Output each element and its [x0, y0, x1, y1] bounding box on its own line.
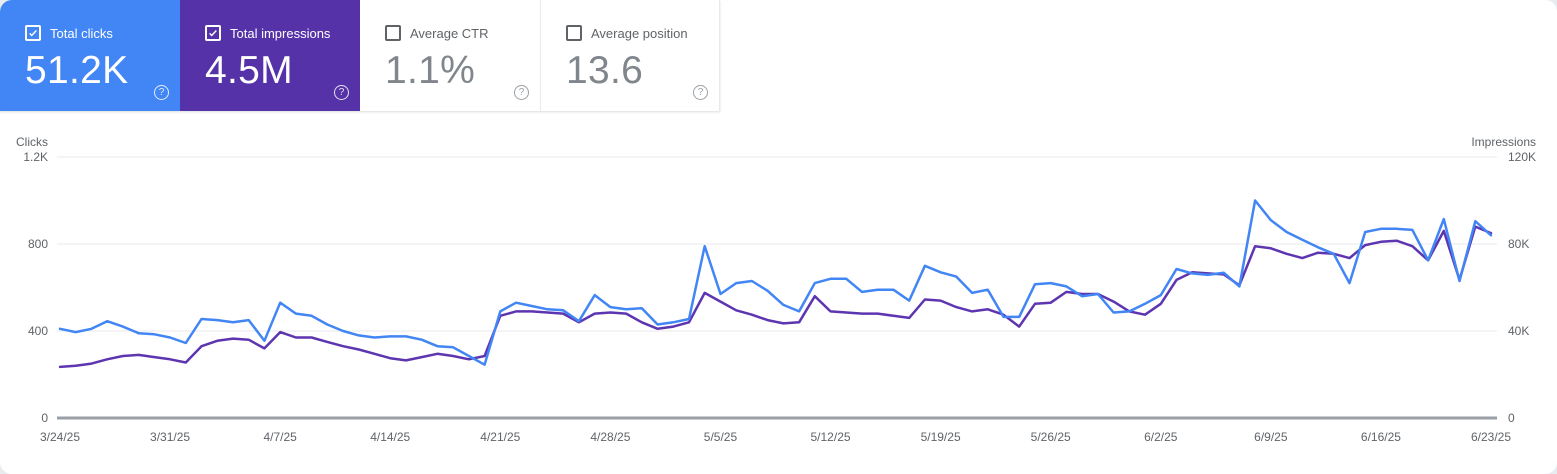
- help-icon[interactable]: ?: [154, 85, 169, 100]
- metric-card-value: 4.5M: [205, 49, 293, 92]
- metric-card-total-clicks[interactable]: Total clicks 51.2K ?: [0, 0, 180, 111]
- metric-card-label: Average CTR: [410, 25, 489, 41]
- x-axis-tick-label: 4/21/25: [480, 430, 521, 444]
- help-icon[interactable]: ?: [334, 85, 349, 100]
- left-axis-tick-label: 400: [27, 324, 48, 338]
- total-impressions-line[interactable]: [58, 225, 1493, 369]
- x-axis-tick-label: 4/28/25: [590, 430, 631, 444]
- x-axis-tick-label: 4/7/25: [263, 430, 297, 444]
- left-axis-title: Clicks: [16, 135, 48, 149]
- right-axis-title: Impressions: [1471, 135, 1536, 149]
- metric-card-average-position[interactable]: Average position 13.6 ?: [540, 0, 720, 111]
- x-axis-tick-label: 6/2/25: [1144, 430, 1178, 444]
- left-axis-tick-label: 0: [41, 411, 48, 425]
- metric-card-label: Total clicks: [50, 25, 113, 41]
- check-icon: [29, 30, 37, 37]
- right-axis-tick-label: 80K: [1508, 237, 1530, 251]
- right-axis-tick-label: 40K: [1508, 324, 1530, 338]
- right-axis-tick-label: 120K: [1508, 150, 1537, 164]
- x-axis-tick-label: 5/26/25: [1030, 430, 1071, 444]
- metric-card-label: Total impressions: [230, 25, 331, 41]
- x-axis-tick-label: 6/16/25: [1360, 430, 1401, 444]
- x-axis-tick-label: 5/12/25: [810, 430, 851, 444]
- metric-card-header: Average CTR: [385, 25, 540, 41]
- checkbox-unchecked-icon[interactable]: [566, 25, 582, 41]
- metric-cards: Total clicks 51.2K ? Total impressions 4…: [0, 0, 720, 111]
- check-icon: [209, 30, 217, 37]
- metric-card-header: Average position: [566, 25, 719, 41]
- metric-card-value: 51.2K: [25, 49, 129, 92]
- metric-card-header: Total clicks: [25, 25, 180, 41]
- help-icon[interactable]: ?: [693, 85, 708, 100]
- left-axis-tick-label: 1.2K: [23, 150, 48, 164]
- checkbox-unchecked-icon[interactable]: [385, 25, 401, 41]
- x-axis-tick-label: 4/14/25: [370, 430, 411, 444]
- metric-card-value: 1.1%: [385, 49, 476, 92]
- metric-card-average-ctr[interactable]: Average CTR 1.1% ?: [360, 0, 540, 111]
- left-axis-tick-label: 800: [27, 237, 48, 251]
- total-clicks-line[interactable]: [58, 199, 1493, 366]
- x-axis-tick-label: 5/5/25: [703, 430, 738, 444]
- x-axis-tick-label: 6/9/25: [1254, 430, 1288, 444]
- x-axis-tick-label: 3/24/25: [39, 430, 81, 444]
- right-axis-tick-label: 0: [1508, 411, 1515, 425]
- x-axis-tick-label: 6/23/25: [1470, 430, 1512, 444]
- checkbox-checked-icon[interactable]: [205, 25, 221, 41]
- metric-card-label: Average position: [591, 25, 688, 41]
- metric-card-total-impressions[interactable]: Total impressions 4.5M ?: [180, 0, 360, 111]
- x-axis-tick-label: 3/31/25: [150, 430, 191, 444]
- help-icon[interactable]: ?: [514, 85, 529, 100]
- checkbox-checked-icon[interactable]: [25, 25, 41, 41]
- metric-card-header: Total impressions: [205, 25, 360, 41]
- metric-card-value: 13.6: [566, 49, 644, 92]
- x-axis-tick-label: 5/19/25: [920, 430, 961, 444]
